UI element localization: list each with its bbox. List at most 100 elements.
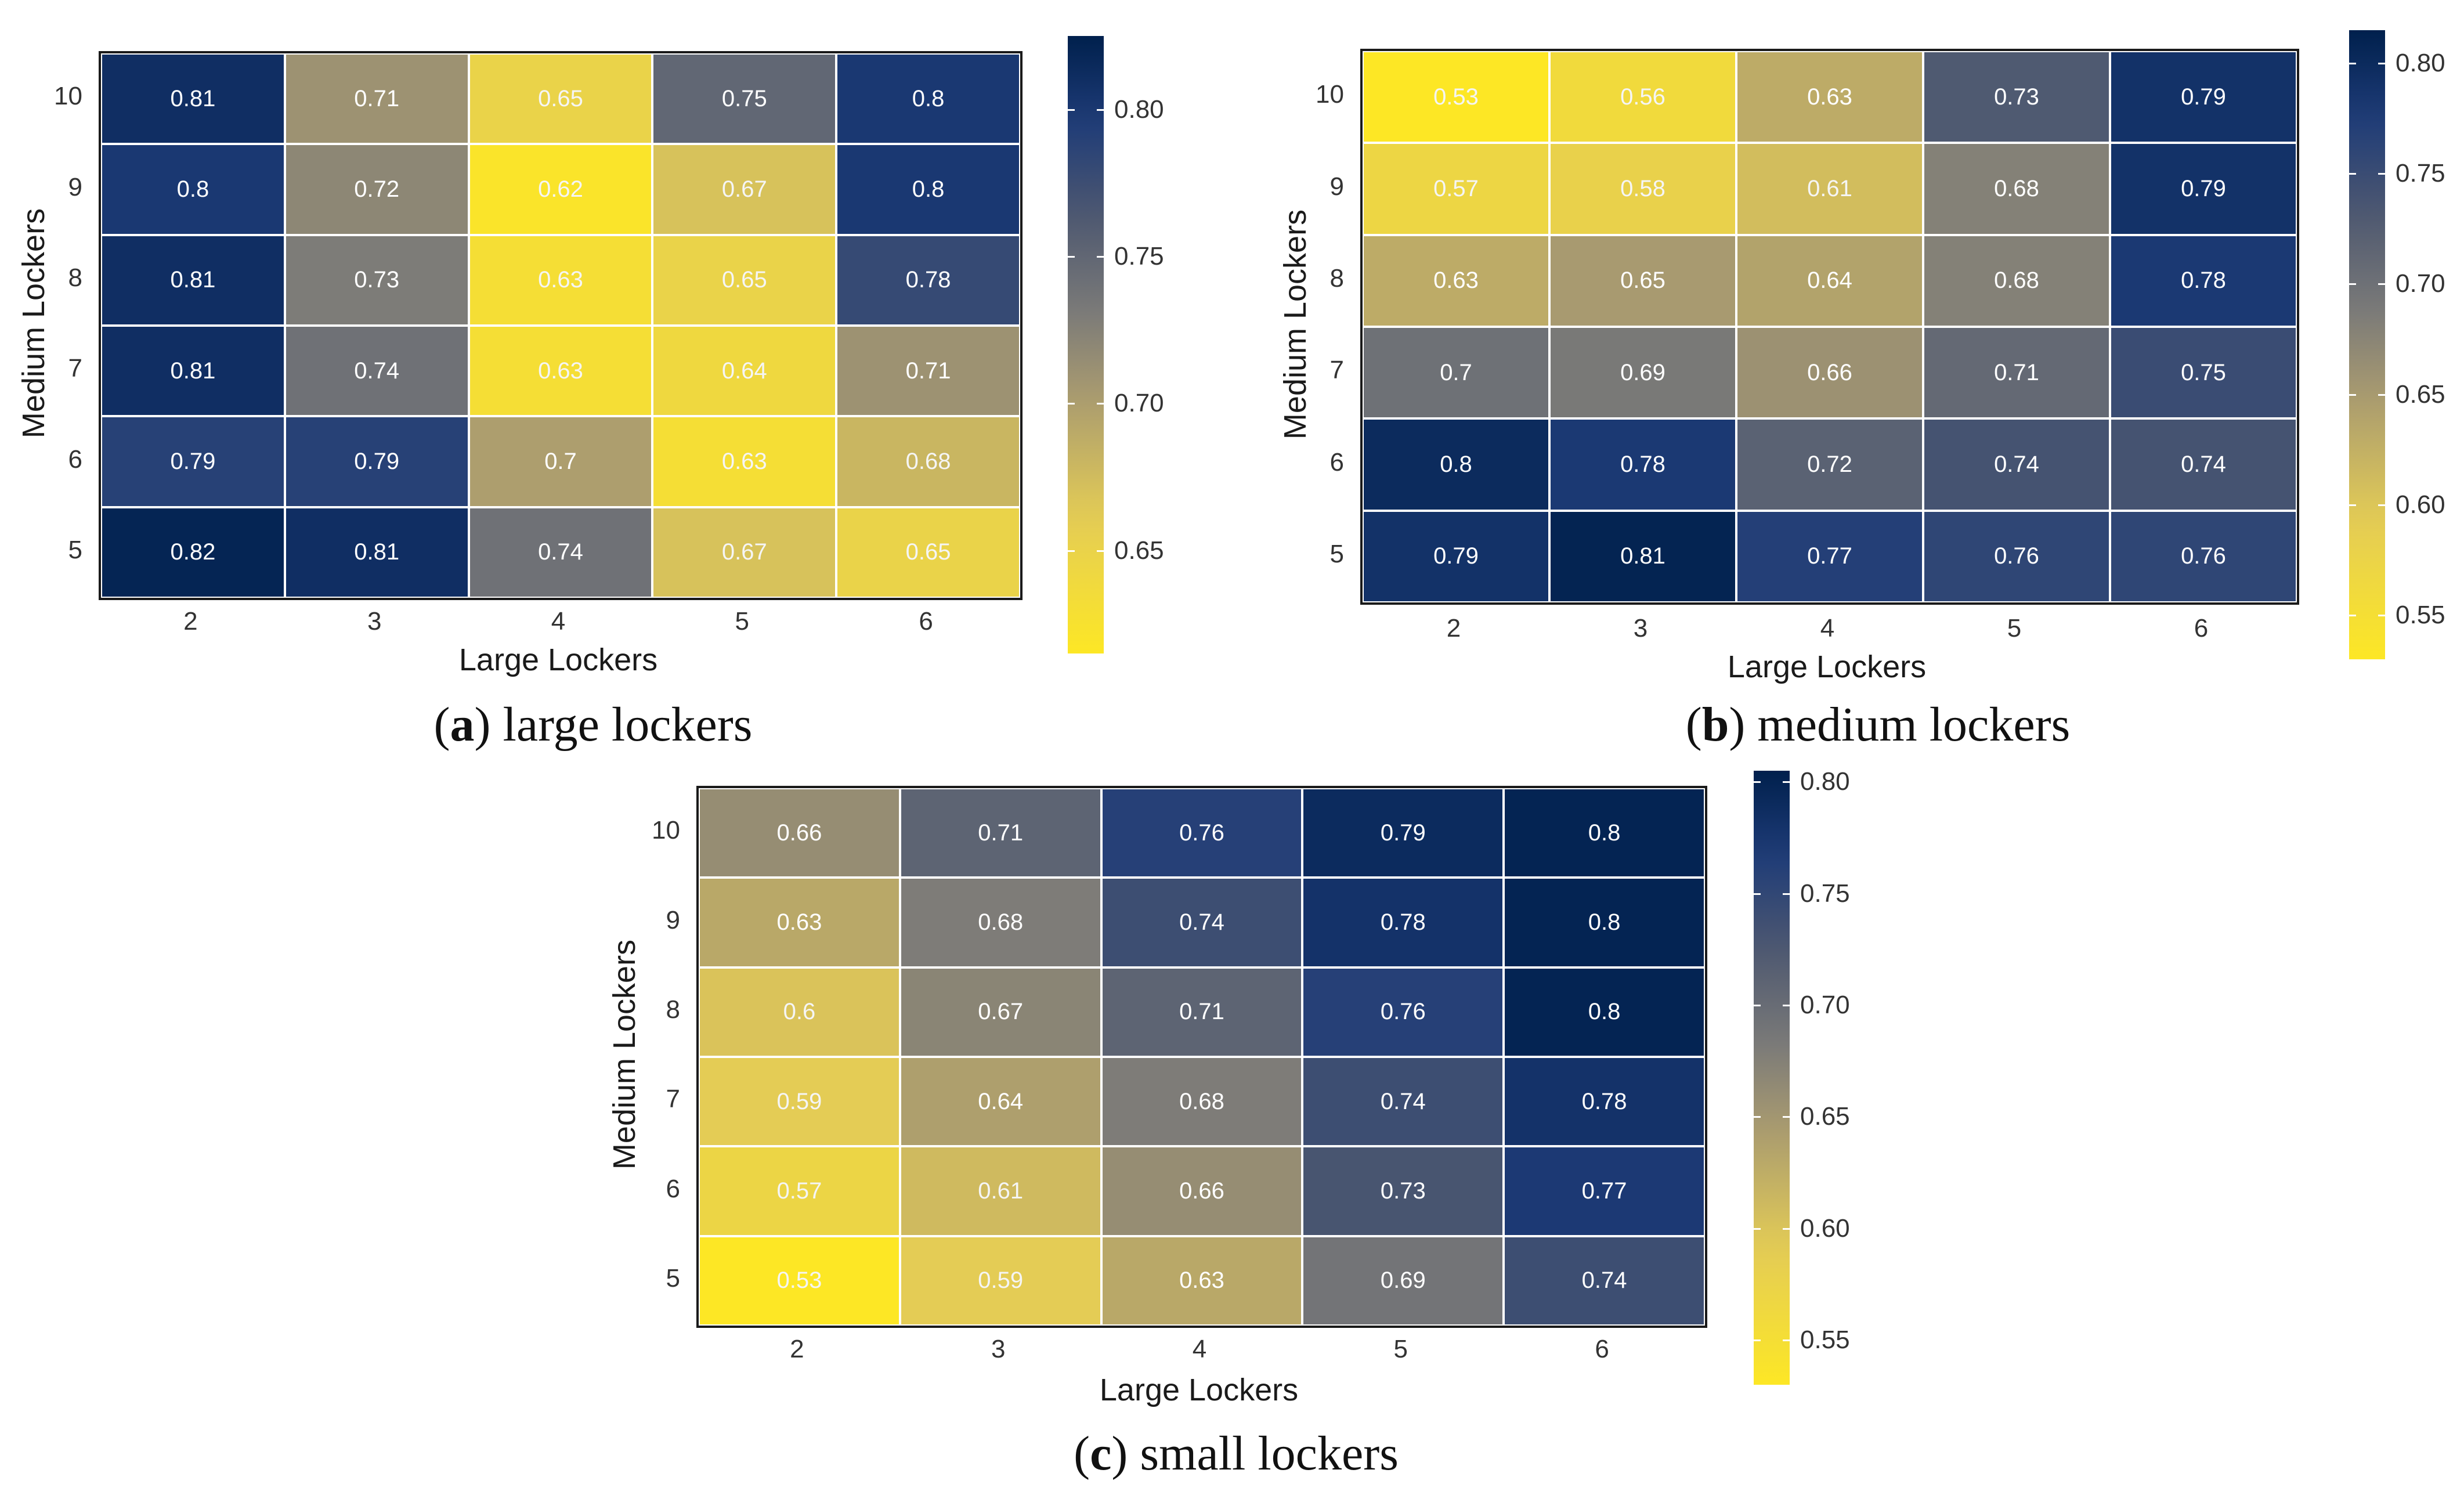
heatmap-cell: 0.72 xyxy=(1736,418,1923,511)
heatmap-cell: 0.61 xyxy=(1736,143,1923,235)
y-tick-label: 8 xyxy=(666,995,680,1024)
heatmap-cell: 0.59 xyxy=(899,1236,1101,1326)
x-tick-label: 5 xyxy=(735,607,750,636)
caption-letter-medium: b xyxy=(1701,698,1729,752)
y-tick-label: 6 xyxy=(666,1174,680,1203)
heatmap-cell: 0.68 xyxy=(899,878,1101,967)
heatmap-cell: 0.76 xyxy=(2110,510,2297,602)
heatmap-cell: 0.79 xyxy=(1302,788,1504,878)
colorbar-tick-mark xyxy=(1097,403,1104,405)
heatmap-cell: 0.76 xyxy=(1923,510,2110,602)
heatmap-cell: 0.65 xyxy=(652,234,837,326)
heatmap-grid-large: 0.81 0.71 0.65 0.75 0.8 0.8 0.72 0.62 0.67 0.8 0.8… xyxy=(99,51,1023,600)
heatmap-cell: 0.8 xyxy=(836,144,1020,235)
colorbar-tick-mark xyxy=(1097,550,1104,552)
heatmap-cell: 0.81 xyxy=(101,326,285,417)
colorbar-gradient xyxy=(1068,36,1104,653)
heatmap-cell: 0.66 xyxy=(1736,327,1923,419)
x-tick-label: 4 xyxy=(1192,1335,1207,1363)
heatmap-cell: 0.71 xyxy=(836,326,1020,417)
caption-large: (a) large lockers xyxy=(433,698,753,752)
heatmap-cell: 0.8 xyxy=(1504,878,1705,967)
heatmap-cell: 0.69 xyxy=(1549,327,1736,419)
colorbar-tick-label: 0.75 xyxy=(1800,879,1850,908)
y-axis-label-large: Medium Lockers xyxy=(16,208,51,439)
colorbar-tick-mark xyxy=(1783,893,1790,895)
caption-letter-small: c xyxy=(1090,1427,1112,1481)
y-axis-label-medium: Medium Lockers xyxy=(1278,209,1313,440)
colorbar-tick-mark xyxy=(2378,504,2385,506)
heatmap-cell: 0.78 xyxy=(1302,878,1504,967)
heatmap-cell: 0.68 xyxy=(1101,1057,1303,1147)
caption-letter-large: a xyxy=(450,698,475,752)
y-tick-label: 7 xyxy=(68,354,82,383)
x-tick-label: 6 xyxy=(2194,614,2209,642)
heatmap-cell: 0.64 xyxy=(899,1057,1101,1147)
heatmap-cell: 0.53 xyxy=(1363,51,1549,143)
heatmap-cell: 0.82 xyxy=(101,507,285,598)
heatmap-cell: 0.68 xyxy=(836,416,1020,507)
heatmap-cell: 0.67 xyxy=(652,507,837,598)
colorbar-tick-label: 0.75 xyxy=(2396,159,2445,188)
heatmap-cell: 0.75 xyxy=(2110,327,2297,419)
colorbar-gradient xyxy=(2349,30,2385,659)
heatmap-cell: 0.81 xyxy=(1549,510,1736,602)
colorbar-tick-mark xyxy=(2378,63,2385,65)
x-tick-label: 6 xyxy=(919,607,933,636)
heatmap-cell: 0.65 xyxy=(468,53,653,145)
y-tick-label: 5 xyxy=(68,535,82,564)
colorbar-tick-label: 0.70 xyxy=(1114,389,1164,418)
heatmap-cell: 0.8 xyxy=(1504,967,1705,1057)
colorbar-tick-mark xyxy=(1783,1116,1790,1118)
heatmap-cell: 0.61 xyxy=(899,1146,1101,1236)
colorbar-tick-label: 0.65 xyxy=(1114,536,1164,565)
colorbar-bar xyxy=(1754,771,1790,1385)
caption-medium: (b) medium lockers xyxy=(1685,698,2071,752)
colorbar-tick-label: 0.55 xyxy=(2396,600,2445,629)
y-tick-label: 9 xyxy=(1329,172,1344,201)
x-tick-label: 4 xyxy=(551,607,566,636)
heatmap-cell: 0.67 xyxy=(652,144,837,235)
colorbar-tick-label: 0.80 xyxy=(1800,767,1850,796)
colorbar-tick-mark xyxy=(2349,614,2356,616)
heatmap-cell: 0.78 xyxy=(1504,1057,1705,1147)
heatmap-grid-medium: 0.53 0.56 0.63 0.73 0.79 0.57 0.58 0.61 0.68 0.79… xyxy=(1360,49,2299,605)
heatmap-cell: 0.75 xyxy=(652,53,837,145)
colorbar-tick-mark xyxy=(1068,403,1075,405)
heatmap-cell: 0.76 xyxy=(1302,967,1504,1057)
colorbar-tick-label: 0.60 xyxy=(1800,1214,1850,1243)
heatmap-cell: 0.57 xyxy=(699,1146,900,1236)
heatmap-cell: 0.78 xyxy=(1549,418,1736,511)
y-tick-label: 10 xyxy=(54,82,82,111)
x-axis-label-medium: Large Lockers xyxy=(1727,649,1927,684)
colorbar-tick-mark xyxy=(1068,256,1075,258)
heatmap-cell: 0.66 xyxy=(699,788,900,878)
heatmap-cell: 0.74 xyxy=(1101,878,1303,967)
heatmap-cell: 0.79 xyxy=(2110,51,2297,143)
heatmap-cell: 0.63 xyxy=(468,234,653,326)
heatmap-cell: 0.65 xyxy=(836,507,1020,598)
heatmap-cell: 0.74 xyxy=(284,326,469,417)
colorbar-tick-label: 0.70 xyxy=(2396,269,2445,298)
heatmap-cell: 0.63 xyxy=(652,416,837,507)
colorbar-tick-mark xyxy=(1754,1227,1761,1230)
colorbar-tick-mark xyxy=(2378,173,2385,175)
y-tick-label: 8 xyxy=(68,263,82,292)
heatmap-cell: 0.77 xyxy=(1736,510,1923,602)
caption-text-large: large lockers xyxy=(503,698,753,752)
colorbar-tick-mark xyxy=(1097,256,1104,258)
heatmap-cell: 0.79 xyxy=(2110,143,2297,235)
heatmap-cell: 0.63 xyxy=(1363,234,1549,327)
heatmap-cell: 0.68 xyxy=(1923,143,2110,235)
colorbar-tick-label: 0.80 xyxy=(1114,95,1164,124)
x-tick-label: 6 xyxy=(1595,1335,1609,1363)
x-tick-label: 2 xyxy=(1446,614,1461,642)
heatmap-cell: 0.73 xyxy=(284,234,469,326)
colorbar-tick-label: 0.75 xyxy=(1114,242,1164,270)
heatmap-cell: 0.8 xyxy=(836,53,1020,145)
colorbar-tick-label: 0.60 xyxy=(2396,490,2445,519)
y-tick-label: 7 xyxy=(666,1085,680,1114)
heatmap-cell: 0.66 xyxy=(1101,1146,1303,1236)
colorbar-tick-label: 0.70 xyxy=(1800,990,1850,1019)
y-axis-label-small: Medium Lockers xyxy=(607,939,642,1170)
